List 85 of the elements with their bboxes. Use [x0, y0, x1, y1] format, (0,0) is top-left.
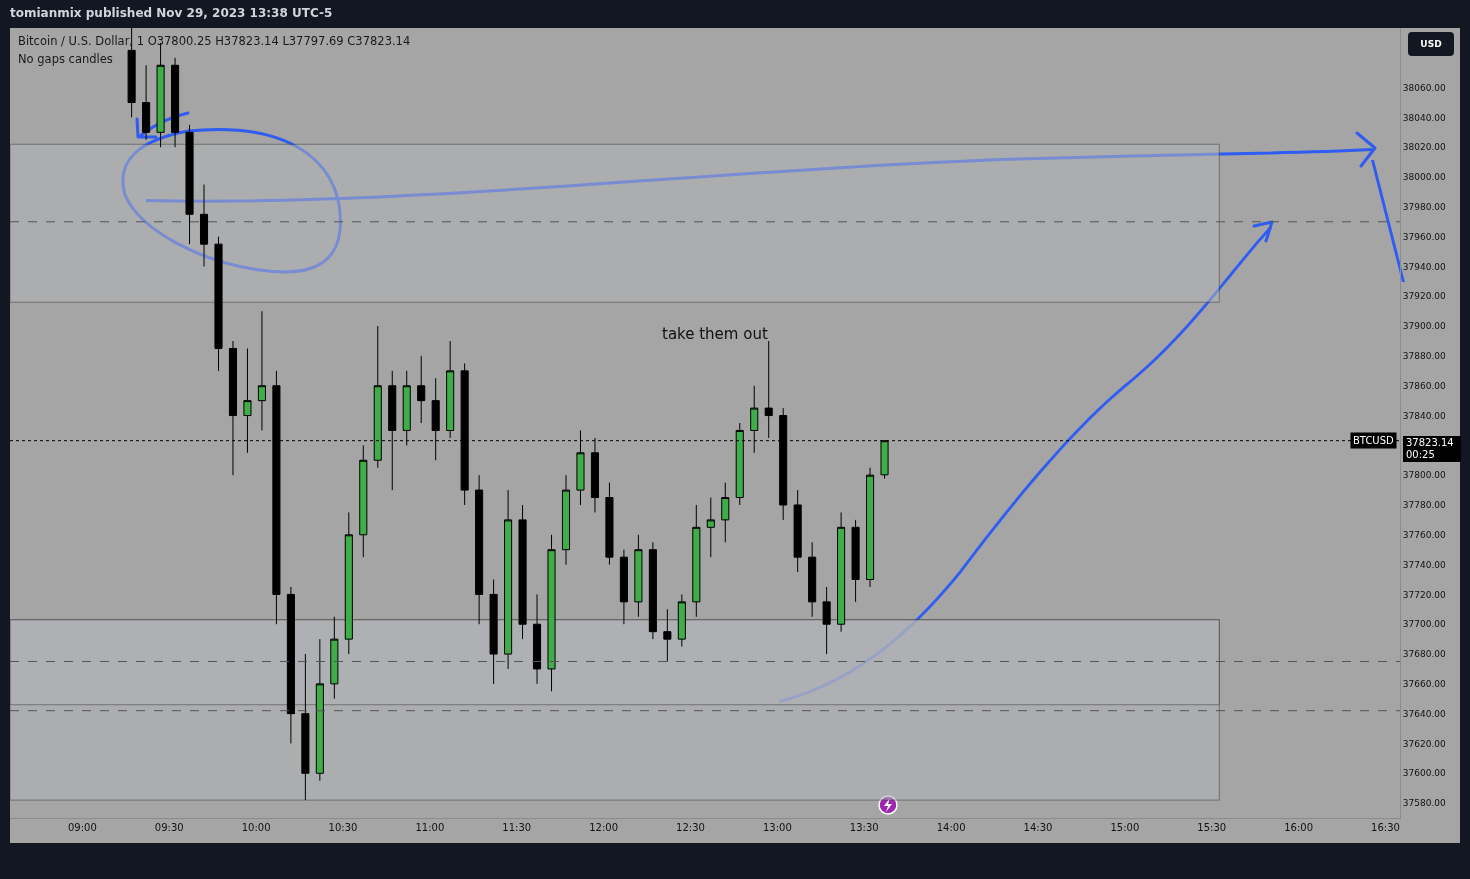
x-tick-label: 13:00 [762, 822, 792, 833]
y-tick-label: 37800.00 [1402, 470, 1447, 481]
y-tick-label: 37620.00 [1402, 738, 1447, 749]
y-tick-label: 37960.00 [1402, 231, 1447, 242]
candlestick [837, 511, 846, 633]
candlestick [634, 534, 643, 618]
candlestick [286, 586, 295, 744]
candlestick [808, 541, 817, 618]
x-tick-label: 12:30 [676, 822, 705, 833]
candlestick [301, 653, 310, 801]
x-tick-label: 11:30 [502, 822, 532, 833]
candlestick [619, 549, 628, 625]
candlestick [446, 340, 455, 439]
x-tick-label: 12:00 [589, 822, 619, 833]
x-tick-label: 13:30 [849, 822, 879, 833]
candlestick [344, 511, 353, 655]
y-tick-label: 37640.00 [1402, 708, 1447, 719]
candlestick [532, 593, 542, 685]
y-tick-label: 37920.00 [1402, 291, 1447, 302]
text: USD [1408, 32, 1454, 56]
y-tick-label: 37720.00 [1402, 589, 1447, 600]
y-tick-label: 37760.00 [1402, 529, 1447, 540]
y-tick-label: 37680.00 [1402, 649, 1447, 660]
y-tick-label: 38000.00 [1402, 172, 1447, 183]
candlestick [257, 310, 266, 431]
candlestick [330, 616, 339, 700]
y-tick-label: 37980.00 [1402, 202, 1447, 213]
x-tick-label: 10:00 [241, 822, 271, 833]
x-tick-label: 15:30 [1197, 822, 1227, 833]
y-tick-label: 37860.00 [1402, 380, 1447, 391]
candlestick [518, 504, 527, 640]
candlestick [663, 608, 672, 662]
candlestick [417, 355, 426, 424]
x-tick-label: 14:00 [936, 822, 966, 833]
candlestick [489, 579, 498, 685]
y-tick-label: 37660.00 [1402, 679, 1447, 689]
text: tomianmix published Nov 29, 2023 13:38 UTC-5 [10, 6, 333, 20]
ref-line-label: BTCUSD [1353, 435, 1395, 446]
x-tick-label: 16:30 [1371, 822, 1400, 833]
x-tick-label: 09:00 [67, 822, 97, 833]
annotation: take them out [662, 325, 768, 343]
y-tick-label: 37880.00 [1402, 351, 1447, 362]
x-tick-label: 14:30 [1023, 822, 1053, 833]
y-tick-label: 37700.00 [1402, 619, 1447, 630]
candlestick [866, 467, 875, 588]
candlestick [475, 474, 484, 625]
candlestick [677, 593, 686, 648]
y-tick-label: 37840.00 [1402, 410, 1447, 421]
y-tick-label: 38040.00 [1402, 112, 1447, 123]
candlestick [504, 489, 513, 670]
y-tick-label: 37900.00 [1402, 321, 1447, 332]
candlestick [547, 534, 556, 692]
x-tick-label: 15:00 [1110, 822, 1140, 833]
candlestick [721, 482, 730, 543]
y-tick-label: 37940.00 [1402, 261, 1447, 272]
text: Bitcoin / U.S. Dollar, 1 O37800.25 H37823.14 L37797.69 C37823.14 [18, 34, 411, 48]
x-tick-label: 11:00 [415, 822, 445, 833]
y-tick-label: 37780.00 [1402, 500, 1447, 511]
candlestick [359, 444, 368, 558]
candlestick [171, 57, 180, 148]
candlestick [561, 474, 571, 566]
candlestick [692, 504, 701, 618]
y-tick-label: 38060.00 [1402, 82, 1447, 93]
candlestick [793, 489, 802, 573]
y-tick-label: 37580.00 [1402, 798, 1447, 809]
candlestick [822, 586, 831, 655]
x-tick-label: 16:00 [1284, 822, 1314, 833]
y-tick-label: 38020.00 [1402, 142, 1447, 153]
candlestick [605, 482, 614, 566]
candlestick [199, 184, 209, 267]
y-tick-label: 37600.00 [1402, 768, 1447, 779]
text: 37823.14 [1403, 436, 1461, 449]
candlestick [142, 64, 151, 141]
candlestick [851, 519, 860, 603]
text: 00:25 [1403, 449, 1461, 462]
candlestick [706, 497, 715, 558]
candlestick [185, 124, 194, 245]
y-tick-label: 37740.00 [1402, 559, 1447, 570]
x-tick-label: 10:30 [328, 822, 358, 833]
candlestick [648, 541, 657, 640]
x-tick-label: 09:30 [154, 822, 184, 833]
candlestick [214, 236, 223, 372]
candlestick [315, 638, 324, 782]
text: No gaps candles [18, 52, 113, 66]
candlestick [764, 340, 773, 439]
